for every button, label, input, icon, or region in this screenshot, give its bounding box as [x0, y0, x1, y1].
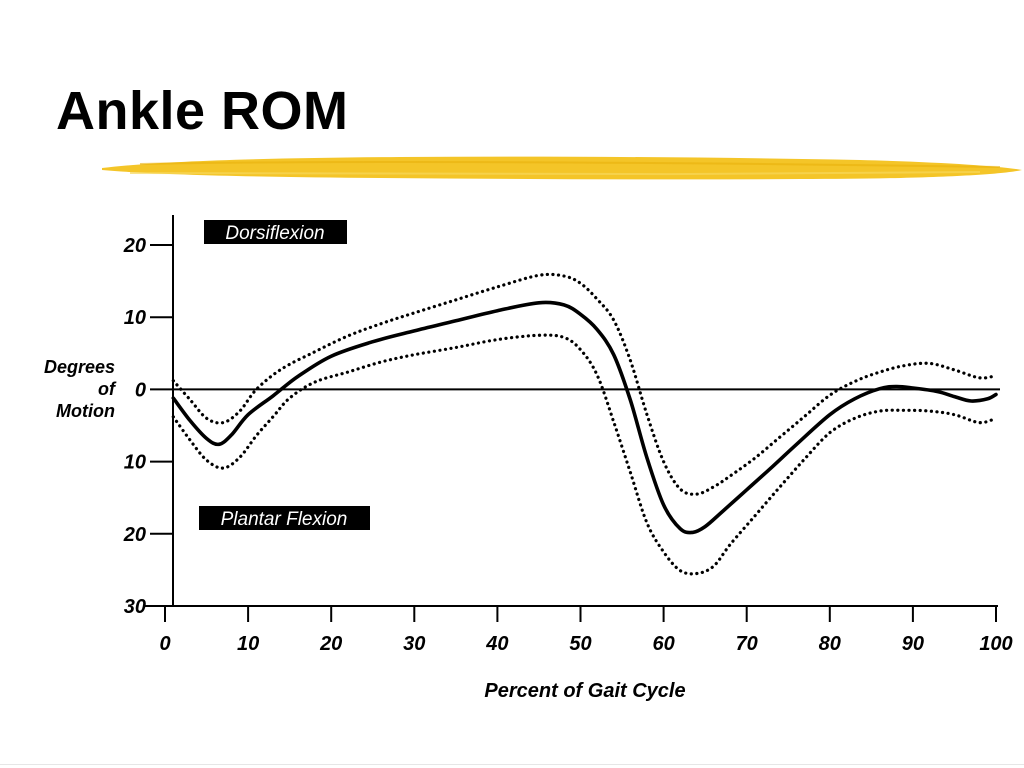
series-layer [171, 272, 998, 576]
y-axis-title-line-2: of [98, 379, 117, 399]
x-tick-label: 100 [979, 633, 1012, 655]
y-tick-label: 10 [124, 452, 146, 474]
footer-divider [0, 764, 1024, 765]
y-tick-label: 20 [123, 524, 146, 546]
x-tick-label: 10 [237, 633, 259, 655]
x-tick-label: 80 [819, 633, 841, 655]
plantar-flexion-label-box [199, 506, 370, 530]
x-tick-label: 70 [736, 633, 758, 655]
dorsiflexion-label-box [204, 220, 347, 244]
lower-range-dotted-line [171, 333, 998, 576]
y-axis-title-line-3: Motion [56, 401, 115, 421]
y-axis-ticks: 20 10 0 10 20 30 [123, 235, 173, 618]
y-axis-title: Degrees of Motion [44, 357, 117, 421]
highlighter-streak [129, 171, 981, 176]
y-tick-label: 10 [124, 307, 146, 329]
plantar-flexion-label: Plantar Flexion [199, 506, 370, 530]
highlighter-underline [102, 156, 1022, 180]
upper-range-dotted-line [171, 272, 998, 496]
highlighter-streak [139, 161, 1001, 168]
x-axis-title: Percent of Gait Cycle [484, 680, 685, 702]
dorsiflexion-label-text: Dorsiflexion [225, 223, 324, 244]
x-axis-ticks: 0 10 20 30 40 50 60 70 80 90 100 [159, 606, 1013, 655]
dorsiflexion-label: Dorsiflexion [204, 220, 347, 244]
mean-ankle-angle-line [171, 300, 998, 535]
x-tick-label: 60 [652, 633, 674, 655]
slide-title: Ankle ROM [56, 81, 349, 141]
x-tick-label: 40 [485, 633, 508, 655]
chart-axes [144, 215, 1000, 607]
plantar-flexion-label-text: Plantar Flexion [221, 509, 348, 530]
x-tick-label: 90 [902, 633, 924, 655]
y-tick-label: 0 [135, 379, 146, 401]
y-tick-label: 30 [124, 596, 146, 618]
x-tick-label: 0 [159, 633, 170, 655]
x-tick-label: 20 [319, 633, 342, 655]
y-tick-label: 20 [123, 235, 146, 257]
x-tick-label: 50 [569, 633, 591, 655]
y-axis-title-line-1: Degrees [44, 357, 115, 377]
x-tick-label: 30 [403, 633, 425, 655]
